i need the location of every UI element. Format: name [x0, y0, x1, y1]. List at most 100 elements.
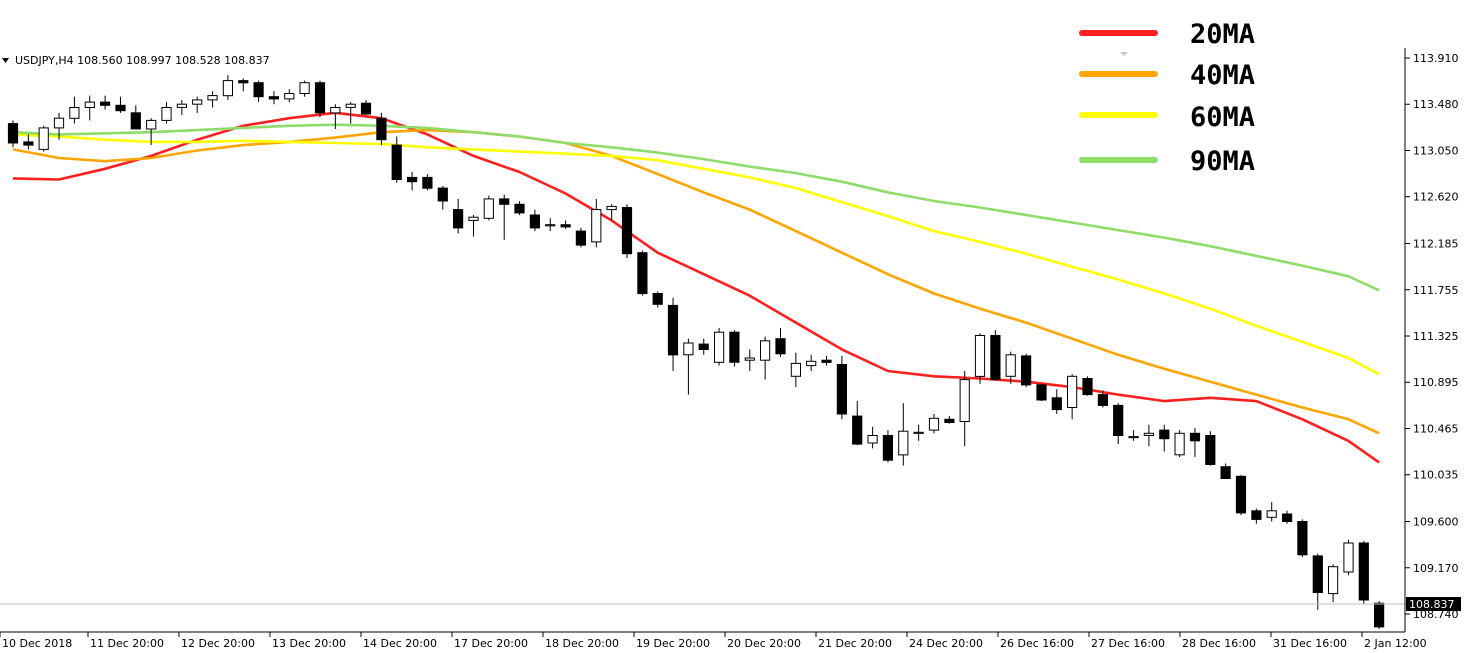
- candle: [453, 198, 464, 234]
- candle: [345, 102, 356, 124]
- time-tick-label: 11 Dec 20:00: [90, 637, 164, 650]
- candle: [38, 125, 49, 152]
- candle: [529, 209, 540, 232]
- current-price-tag: 108.837: [1406, 597, 1461, 611]
- time-tick-label: 2 Jan 12:00: [1364, 637, 1427, 650]
- candle: [898, 403, 909, 466]
- candle: [806, 354, 817, 371]
- ma-line-20ma: [12, 111, 1380, 464]
- candle: [913, 424, 924, 441]
- candle: [284, 89, 295, 103]
- time-tick-label: 10 Dec 2018: [2, 637, 72, 650]
- candle: [1235, 475, 1247, 516]
- symbol-info: USDJPY,H4 108.560 108.997 108.528 108.83…: [15, 54, 270, 67]
- candle: [268, 91, 279, 105]
- candle: [637, 250, 648, 296]
- price-tick-label: 110.895: [1413, 376, 1459, 389]
- candle: [1374, 601, 1385, 630]
- price-tick-label: 109.170: [1413, 562, 1459, 575]
- price-tick-label: 113.480: [1413, 98, 1459, 111]
- candle: [100, 95, 111, 110]
- ma-line-60ma: [12, 133, 1380, 376]
- price-tick-label: 110.465: [1413, 423, 1459, 436]
- legend-label-20ma: 20MA: [1190, 19, 1255, 50]
- ma-line-90ma: [12, 123, 1380, 292]
- candle: [1189, 427, 1201, 457]
- price-tick-label: 112.185: [1413, 238, 1459, 251]
- candle: [867, 426, 878, 449]
- legend-label-60ma: 60MA: [1190, 102, 1255, 133]
- candle: [729, 330, 740, 367]
- candle: [698, 338, 709, 355]
- candle: [207, 91, 218, 108]
- candle: [760, 336, 771, 380]
- candle: [23, 134, 34, 150]
- candle: [146, 118, 157, 146]
- candle: [84, 95, 95, 121]
- candle: [1297, 519, 1308, 558]
- candle: [1097, 390, 1109, 408]
- candle: [1143, 424, 1155, 447]
- candle: [483, 195, 494, 221]
- price-tick-label: 112.620: [1413, 191, 1459, 204]
- candle: [821, 355, 832, 366]
- price-tick-label: 108.740: [1413, 608, 1459, 621]
- ma-line-40ma: [12, 128, 1380, 435]
- time-tick-label: 12 Dec 20:00: [181, 637, 255, 650]
- price-tick-label: 110.035: [1413, 469, 1459, 482]
- candle: [575, 227, 586, 248]
- time-axis: 10 Dec 2018 11 Dec 20:00 12 Dec 20:00 13 De…: [0, 632, 1427, 650]
- time-tick-label: 28 Dec 16:00: [1182, 637, 1256, 650]
- candle: [944, 416, 955, 424]
- candle: [959, 370, 970, 447]
- candle: [1312, 553, 1323, 610]
- candle: [744, 349, 755, 371]
- candle: [852, 401, 863, 446]
- legend: 20MA 40MA 60MA 90MA: [1079, 19, 1255, 177]
- candle: [683, 338, 694, 395]
- candle: [407, 171, 418, 191]
- candle: [69, 96, 80, 124]
- candlesticks: [7, 75, 1385, 630]
- candle: [928, 413, 940, 434]
- triangle-down-icon[interactable]: [2, 58, 9, 63]
- small-triangle-icon: [1120, 52, 1128, 56]
- legend-label-90ma: 90MA: [1190, 146, 1255, 177]
- candle: [1021, 353, 1032, 388]
- price-tick-label: 109.600: [1413, 516, 1459, 529]
- candle: [514, 201, 525, 216]
- candle: [1282, 510, 1293, 524]
- candle: [192, 96, 203, 113]
- chart-header[interactable]: USDJPY,H4 108.560 108.997 108.528 108.83…: [2, 54, 270, 67]
- candle: [330, 104, 341, 129]
- candle: [560, 220, 571, 229]
- candle: [391, 136, 402, 183]
- candle: [7, 120, 19, 148]
- candle: [775, 327, 786, 357]
- candle: [591, 198, 602, 248]
- price-tick-label: 113.910: [1413, 52, 1459, 65]
- price-tick-label: 111.325: [1413, 330, 1459, 343]
- time-tick-label: 27 Dec 16:00: [1091, 637, 1165, 650]
- candle: [1343, 539, 1354, 576]
- candle: [53, 112, 65, 140]
- candle: [667, 297, 679, 371]
- current-price-label: 108.837: [1409, 598, 1455, 611]
- candle: [176, 99, 188, 115]
- candle: [314, 80, 326, 118]
- time-tick-label: 14 Dec 20:00: [363, 637, 437, 650]
- candle: [1358, 540, 1369, 605]
- time-tick-label: 21 Dec 20:00: [818, 637, 892, 650]
- time-tick-label: 20 Dec 20:00: [727, 637, 801, 650]
- candle: [621, 204, 633, 259]
- time-tick-label: 24 Dec 20:00: [909, 637, 983, 650]
- moving-average-lines: [12, 111, 1380, 464]
- candle: [974, 333, 986, 384]
- time-tick-label: 18 Dec 20:00: [545, 637, 619, 650]
- candle: [990, 330, 1001, 381]
- candle: [499, 194, 510, 240]
- candle: [1220, 463, 1231, 480]
- candle: [161, 102, 172, 124]
- candle: [1251, 508, 1262, 524]
